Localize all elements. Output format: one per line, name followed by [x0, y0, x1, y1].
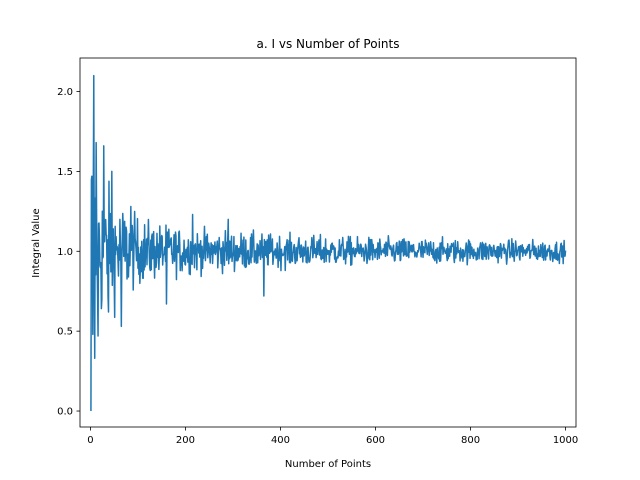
x-tick-label: 0: [87, 435, 93, 446]
y-tick-label: 1.0: [57, 247, 73, 258]
x-tick-label: 600: [366, 435, 385, 446]
x-tick-label: 200: [176, 435, 195, 446]
x-tick-label: 800: [461, 435, 480, 446]
y-axis: 0.0 0.5 1.0 1.5 2.0: [57, 87, 80, 418]
x-axis: 0 200 400 600 800 1000: [87, 427, 578, 446]
x-tick-label: 400: [271, 435, 290, 446]
chart-title: a. I vs Number of Points: [257, 37, 400, 51]
axes-frame: [79, 57, 577, 428]
x-tick-label: 1000: [553, 435, 578, 446]
y-tick-label: 1.5: [57, 167, 73, 178]
x-axis-label: Number of Points: [285, 459, 371, 470]
plot-area: [90, 74, 567, 412]
y-tick-label: 0.0: [57, 407, 73, 418]
series-line: [90, 74, 567, 412]
y-tick-label: 0.5: [57, 327, 73, 338]
y-axis-label: Integral Value: [31, 208, 42, 277]
y-tick-label: 2.0: [57, 87, 73, 98]
